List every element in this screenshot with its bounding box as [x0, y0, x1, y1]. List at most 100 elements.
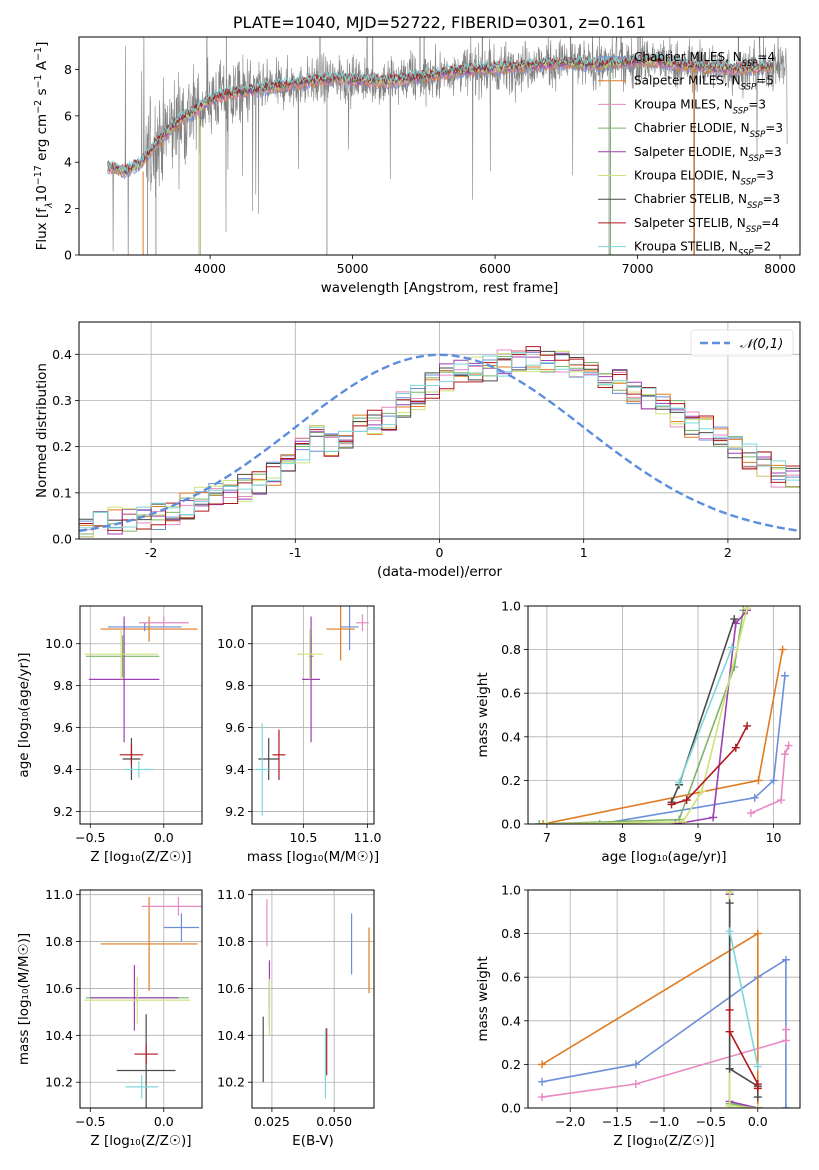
y-tick-label: 0.8: [501, 926, 521, 941]
legend-label: Salpeter ELODIE, NSSP=3: [634, 145, 782, 164]
x-tick-label: 8: [618, 830, 626, 845]
legend-label: Chabrier ELODIE, NSSP=3: [634, 121, 783, 140]
legend-label: Chabrier MILES, NSSP=4: [634, 50, 775, 69]
x-tick-label: 11.0: [354, 830, 382, 845]
x-tick-label: 1: [580, 545, 588, 560]
x-tick-label: 0.0: [154, 830, 174, 845]
chart-title: PLATE=1040, MJD=52722, FIBERID=0301, z=0…: [233, 13, 646, 32]
series-marker: [781, 1025, 790, 1034]
y-axis-label-part: Flux [f: [34, 207, 50, 251]
y-tick-label: 0.2: [501, 773, 521, 788]
x-axis-label: (data-model)/error: [377, 564, 503, 580]
legend-eq: =: [757, 50, 767, 64]
axes-frame: [251, 605, 375, 825]
series-marker: [780, 671, 789, 680]
y-tick-label: 0.1: [52, 485, 72, 500]
series-line: [539, 610, 745, 824]
plot-area: [528, 606, 800, 824]
y-tick-label: 9.4: [225, 762, 245, 777]
plot-area: [80, 890, 202, 1108]
legend-eq: =: [756, 169, 766, 183]
legend-n-sub: SSP: [738, 249, 754, 259]
legend-series-name: Kroupa MILES: [634, 97, 716, 111]
legend-eq: =: [754, 240, 764, 254]
y-tick-label: 10.8: [45, 934, 73, 949]
legend-eq: =: [763, 192, 773, 206]
series-marker: [743, 606, 752, 613]
y-tick-label: 0.4: [501, 729, 521, 744]
y-axis-label: age [log₁₀(age/yr)]: [16, 652, 32, 777]
series-marker: [731, 743, 740, 752]
y-tick-label: 1.0: [501, 599, 521, 614]
axes-frame: [251, 889, 375, 1109]
series-line: [678, 647, 733, 783]
y-tick-label: 9.4: [53, 762, 73, 777]
x-axis-label: age [log₁₀(age/yr)]: [601, 849, 726, 865]
plot-area: [528, 890, 800, 1108]
x-axis-label: E(B-V): [292, 1133, 334, 1149]
legend-n-sub: SSP: [748, 154, 764, 164]
series-marker: [753, 1104, 762, 1108]
legend-n-prefix: N: [733, 50, 742, 64]
x-tick-label: −1.0: [649, 1114, 679, 1129]
y-axis-label-part: −1: [33, 47, 44, 61]
series-marker: [725, 1027, 734, 1036]
y-axis-label-part: s: [34, 88, 50, 99]
x-axis-label: wavelength [Angstrom, rest frame]: [321, 280, 559, 296]
histogram-step: [79, 352, 800, 539]
x-tick-label: -1: [289, 545, 301, 560]
y-tick-label: 0.6: [501, 970, 521, 985]
x-axis-label: Z [log₁₀(Z/Z☉)]: [613, 1133, 714, 1149]
y-tick-label: 0.0: [501, 817, 521, 832]
legend-sep: ,: [724, 169, 732, 183]
legend-series-name: Salpeter ELODIE: [634, 145, 732, 159]
x-tick-label: 10.5: [289, 830, 317, 845]
series-line: [599, 675, 786, 824]
legend-series-name: Chabrier ELODIE: [634, 121, 733, 135]
legend-n-value: 2: [764, 240, 772, 254]
series-marker: [777, 796, 786, 805]
legend-sep: ,: [724, 74, 732, 88]
series-marker: [753, 1062, 762, 1071]
y-tick-label: 0.0: [501, 1101, 521, 1116]
series-marker: [750, 793, 759, 802]
series-line: [675, 609, 748, 824]
legend-series-name: Chabrier STELIB: [634, 192, 730, 206]
x-tick-label: −0.5: [75, 830, 105, 845]
legend-label: Kroupa ELODIE, NSSP=3: [634, 169, 774, 188]
legend-n-value: 4: [767, 50, 775, 64]
legend-series-name: Kroupa STELIB: [634, 240, 721, 254]
y-tick-label: 9.2: [225, 804, 245, 819]
legend-n-prefix: N: [737, 216, 746, 230]
series-marker: [743, 721, 752, 730]
panel-4: 10.5 11.0 9.2 9.4 9.6 9.8 10.0 mass [log₁₀(M/M☉…: [217, 605, 382, 865]
y-tick-label: 0.4: [501, 1013, 521, 1028]
series-marker: [778, 645, 787, 654]
x-tick-label: 9: [694, 830, 702, 845]
y-axis-label-part: A: [34, 60, 50, 74]
series-marker: [781, 955, 790, 964]
axes-frame: [527, 605, 801, 825]
y-tick-label: 11.0: [217, 887, 245, 902]
legend-sep: ,: [725, 50, 733, 64]
legend-n-prefix: N: [732, 169, 741, 183]
series-marker: [709, 813, 718, 822]
legend-sep: ,: [730, 192, 738, 206]
y-axis-label-part: erg cm: [34, 114, 50, 165]
legend-box: [690, 329, 794, 357]
panel-2: -2 -1 0 1 2 0.0 0.1 0.2 0.3 0.4 (data-model)/error…: [34, 321, 801, 580]
axes-frame: [79, 605, 203, 825]
legend-n-prefix: N: [732, 74, 741, 88]
y-tick-label: 0.6: [501, 686, 521, 701]
series-line: [671, 725, 748, 806]
legend-eq: =: [761, 216, 771, 230]
legend-label: Salpeter MILES, NSSP=5: [634, 74, 774, 93]
y-tick-label: 0.0: [52, 532, 72, 547]
legend-sep: ,: [716, 97, 724, 111]
y-tick-label: 0.8: [501, 642, 521, 657]
y-tick-label: 10.6: [45, 981, 73, 996]
y-axis-label-part: −17: [33, 165, 44, 185]
legend-label: Salpeter STELIB, NSSP=4: [634, 216, 779, 235]
series-marker: [769, 776, 778, 785]
y-tick-label: 9.6: [225, 720, 245, 735]
